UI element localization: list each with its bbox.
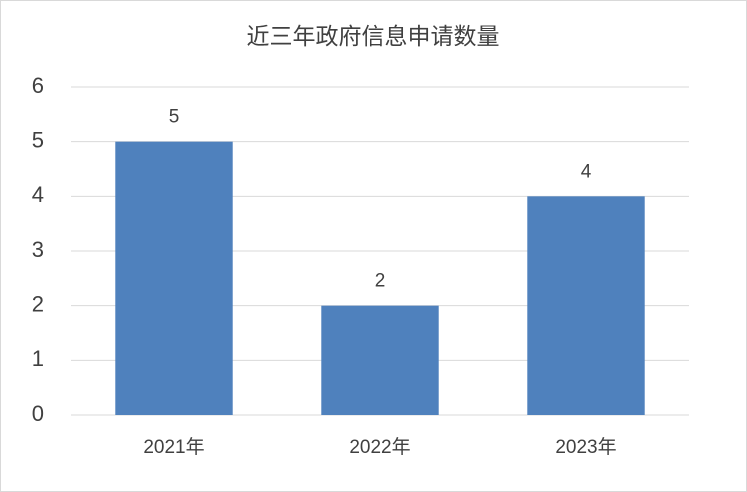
data-label: 4: [581, 161, 592, 182]
y-tick-label: 4: [32, 182, 44, 207]
y-tick-label: 6: [32, 73, 44, 98]
x-tick-label: 2021年: [143, 436, 204, 458]
y-tick-label: 3: [32, 237, 44, 262]
chart-title: 近三年政府信息申请数量: [247, 23, 500, 49]
bar: [321, 305, 439, 415]
bar: [115, 141, 233, 415]
bar: [527, 196, 645, 415]
y-tick-label: 0: [32, 401, 44, 426]
y-tick-label: 2: [32, 291, 44, 316]
x-tick-label: 2022年: [349, 436, 410, 458]
y-tick-label: 5: [32, 127, 44, 152]
data-label: 5: [169, 107, 180, 128]
data-label: 2: [375, 271, 386, 292]
x-tick-label: 2023年: [555, 436, 616, 458]
y-tick-label: 1: [32, 346, 44, 371]
